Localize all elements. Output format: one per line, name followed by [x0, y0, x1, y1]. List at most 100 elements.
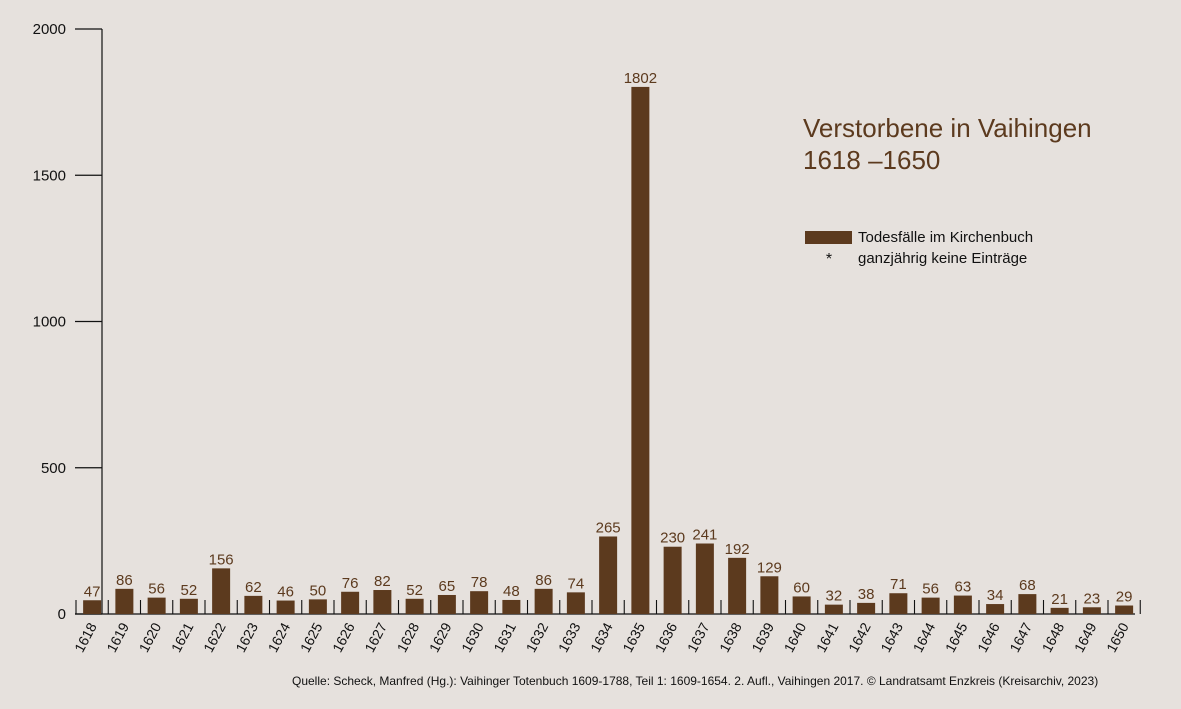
bar [921, 597, 940, 614]
bar [147, 597, 166, 614]
asterisk-icon: * [825, 251, 833, 268]
bar [373, 590, 392, 614]
x-tick-label: 1627 [361, 620, 390, 655]
bar-value-label: 56 [922, 581, 939, 598]
bar-value-label: 65 [439, 578, 456, 595]
bar-value-label: 21 [1051, 591, 1068, 608]
x-tick-label: 1630 [458, 620, 487, 655]
bar-value-label: 50 [310, 582, 327, 599]
x-tick-label: 1633 [555, 620, 584, 655]
y-tick-label: 1000 [33, 314, 66, 331]
y-tick-label: 500 [41, 460, 66, 477]
bar [857, 602, 876, 614]
bar-value-label: 241 [692, 527, 717, 544]
x-tick-label: 1619 [103, 620, 132, 655]
x-tick-label: 1648 [1039, 620, 1068, 655]
bar [566, 592, 585, 614]
bar-value-label: 48 [503, 583, 520, 600]
x-tick-label: 1635 [619, 620, 648, 655]
bar [663, 546, 682, 614]
x-tick-label: 1624 [265, 620, 294, 655]
source-note: Quelle: Scheck, Manfred (Hg.): Vaihinger… [292, 674, 1099, 688]
chart-title: Verstorbene in Vaihingen 1618 –1650 [803, 112, 1143, 176]
x-tick-label: 1649 [1071, 620, 1100, 655]
x-tick-label: 1632 [523, 620, 552, 655]
bar-value-label: 23 [1084, 590, 1101, 607]
x-tick-label: 1625 [297, 620, 326, 655]
bar [1050, 607, 1069, 614]
bar [83, 600, 102, 614]
bar [824, 604, 843, 614]
y-tick-label: 0 [58, 606, 66, 623]
bar [760, 576, 779, 614]
bar-value-label: 63 [955, 579, 972, 596]
bar [728, 557, 747, 614]
y-tick-label: 1500 [33, 167, 66, 184]
x-tick-label: 1639 [748, 620, 777, 655]
bar [308, 599, 327, 614]
x-tick-label: 1634 [587, 620, 616, 655]
legend-item-no-entries: * ganzjährig keine Einträge [805, 249, 1125, 270]
bar [405, 598, 424, 614]
x-tick-label: 1622 [200, 620, 229, 655]
x-tick-label: 1626 [329, 620, 358, 655]
bar-value-label: 1802 [624, 70, 657, 87]
x-tick-label: 1643 [877, 620, 906, 655]
bar [276, 600, 295, 614]
bar [792, 596, 811, 614]
bar-value-label: 68 [1019, 577, 1036, 594]
x-tick-label: 1638 [716, 620, 745, 655]
bar-value-label: 76 [342, 575, 359, 592]
x-tick-label: 1620 [136, 620, 165, 655]
bar [437, 594, 456, 614]
bar [953, 595, 972, 614]
bar [631, 86, 650, 615]
bar-value-label: 74 [568, 575, 585, 592]
x-tick-label: 1621 [168, 620, 197, 655]
legend-item-deaths: Todesfälle im Kirchenbuch [805, 228, 1125, 249]
bar [244, 595, 263, 614]
x-tick-label: 1623 [232, 620, 261, 655]
bar-value-label: 56 [148, 581, 165, 598]
bar-value-label: 52 [406, 582, 423, 599]
chart-subtitle: 1618 –1650 [803, 145, 941, 175]
bar-value-label: 47 [84, 583, 101, 600]
x-tick-label: 1646 [974, 620, 1003, 655]
bar-value-label: 71 [890, 576, 907, 593]
bar [212, 568, 231, 614]
legend-label-no-entries: ganzjährig keine Einträge [858, 250, 1028, 267]
x-tick-label: 1636 [652, 620, 681, 655]
bar-value-label: 86 [535, 572, 552, 589]
bar-value-label: 86 [116, 572, 133, 589]
x-tick-label: 1640 [781, 620, 810, 655]
bar-value-label: 38 [858, 586, 875, 603]
bar [1082, 607, 1101, 614]
bar [502, 599, 521, 614]
bar-value-label: 78 [471, 574, 488, 591]
bar-value-label: 192 [725, 541, 750, 558]
bar-value-label: 52 [181, 582, 198, 599]
x-tick-label: 1650 [1103, 620, 1132, 655]
bar-value-label: 82 [374, 573, 391, 590]
bar [695, 543, 714, 614]
bar [470, 591, 489, 614]
x-tick-label: 1641 [813, 620, 842, 655]
bar [115, 588, 134, 614]
x-tick-label: 1629 [426, 620, 455, 655]
x-tick-label: 1647 [1006, 620, 1035, 655]
legend: Todesfälle im Kirchenbuch * ganzjährig k… [805, 228, 1125, 270]
bar-value-label: 129 [757, 559, 782, 576]
x-tick-label: 1644 [910, 620, 939, 655]
bar [341, 591, 360, 614]
bar-value-label: 156 [209, 551, 234, 568]
bar-value-label: 32 [826, 588, 843, 605]
bar-value-label: 265 [596, 519, 621, 536]
bar [889, 593, 908, 614]
bar-value-label: 62 [245, 579, 262, 596]
y-tick-label: 2000 [33, 21, 66, 38]
x-tick-label: 1631 [490, 620, 519, 655]
bar-value-label: 230 [660, 530, 685, 547]
bar [1018, 594, 1037, 614]
x-tick-label: 1642 [845, 620, 874, 655]
x-tick-label: 1637 [684, 620, 713, 655]
